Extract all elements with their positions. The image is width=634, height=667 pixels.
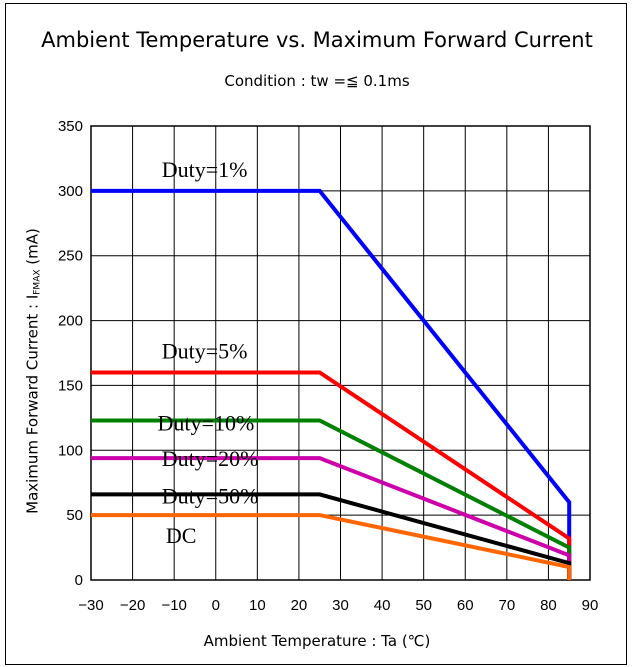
series-label: DC: [166, 523, 197, 548]
series-line: [91, 513, 572, 580]
x-tick-label: 80: [540, 597, 557, 614]
plot-border: [90, 125, 591, 581]
x-tick-label: 30: [332, 597, 349, 614]
series-label: Duty=1%: [162, 157, 248, 182]
series-label: Duty=10%: [158, 410, 255, 435]
series-label: Duty=5%: [162, 338, 248, 363]
series-line: [91, 370, 572, 580]
series-label: Duty=20%: [162, 446, 259, 471]
y-tick-label: 300: [58, 183, 83, 200]
x-tick-label: 40: [374, 597, 391, 614]
x-tick-label: 10: [249, 597, 266, 614]
x-tick-label: 20: [291, 597, 308, 614]
y-tick-label: 0: [75, 572, 83, 589]
series-label: Duty=50%: [162, 483, 259, 508]
chart-frame: [5, 3, 627, 665]
x-tick-label: 90: [582, 597, 599, 614]
y-tick-label: 350: [58, 118, 83, 135]
y-tick-label: 50: [66, 507, 83, 524]
x-tick-label: 60: [457, 597, 474, 614]
y-tick-label: 150: [58, 377, 83, 394]
x-tick-label: −30: [78, 597, 103, 614]
x-axis-label: Ambient Temperature : Ta (℃): [203, 632, 431, 650]
y-tick-label: 100: [58, 442, 83, 459]
x-tick-label: 50: [415, 597, 432, 614]
y-tick-label: 250: [58, 248, 83, 265]
x-tick-label: 0: [212, 597, 220, 614]
chart-subtitle: Condition : tw =≦ 0.1ms: [224, 72, 410, 90]
x-tick-label: 70: [498, 597, 515, 614]
y-tick-label: 200: [58, 313, 83, 330]
x-tick-label: −20: [120, 597, 145, 614]
x-tick-label: −10: [161, 597, 186, 614]
chart-title: Ambient Temperature vs. Maximum Forward …: [41, 28, 593, 52]
